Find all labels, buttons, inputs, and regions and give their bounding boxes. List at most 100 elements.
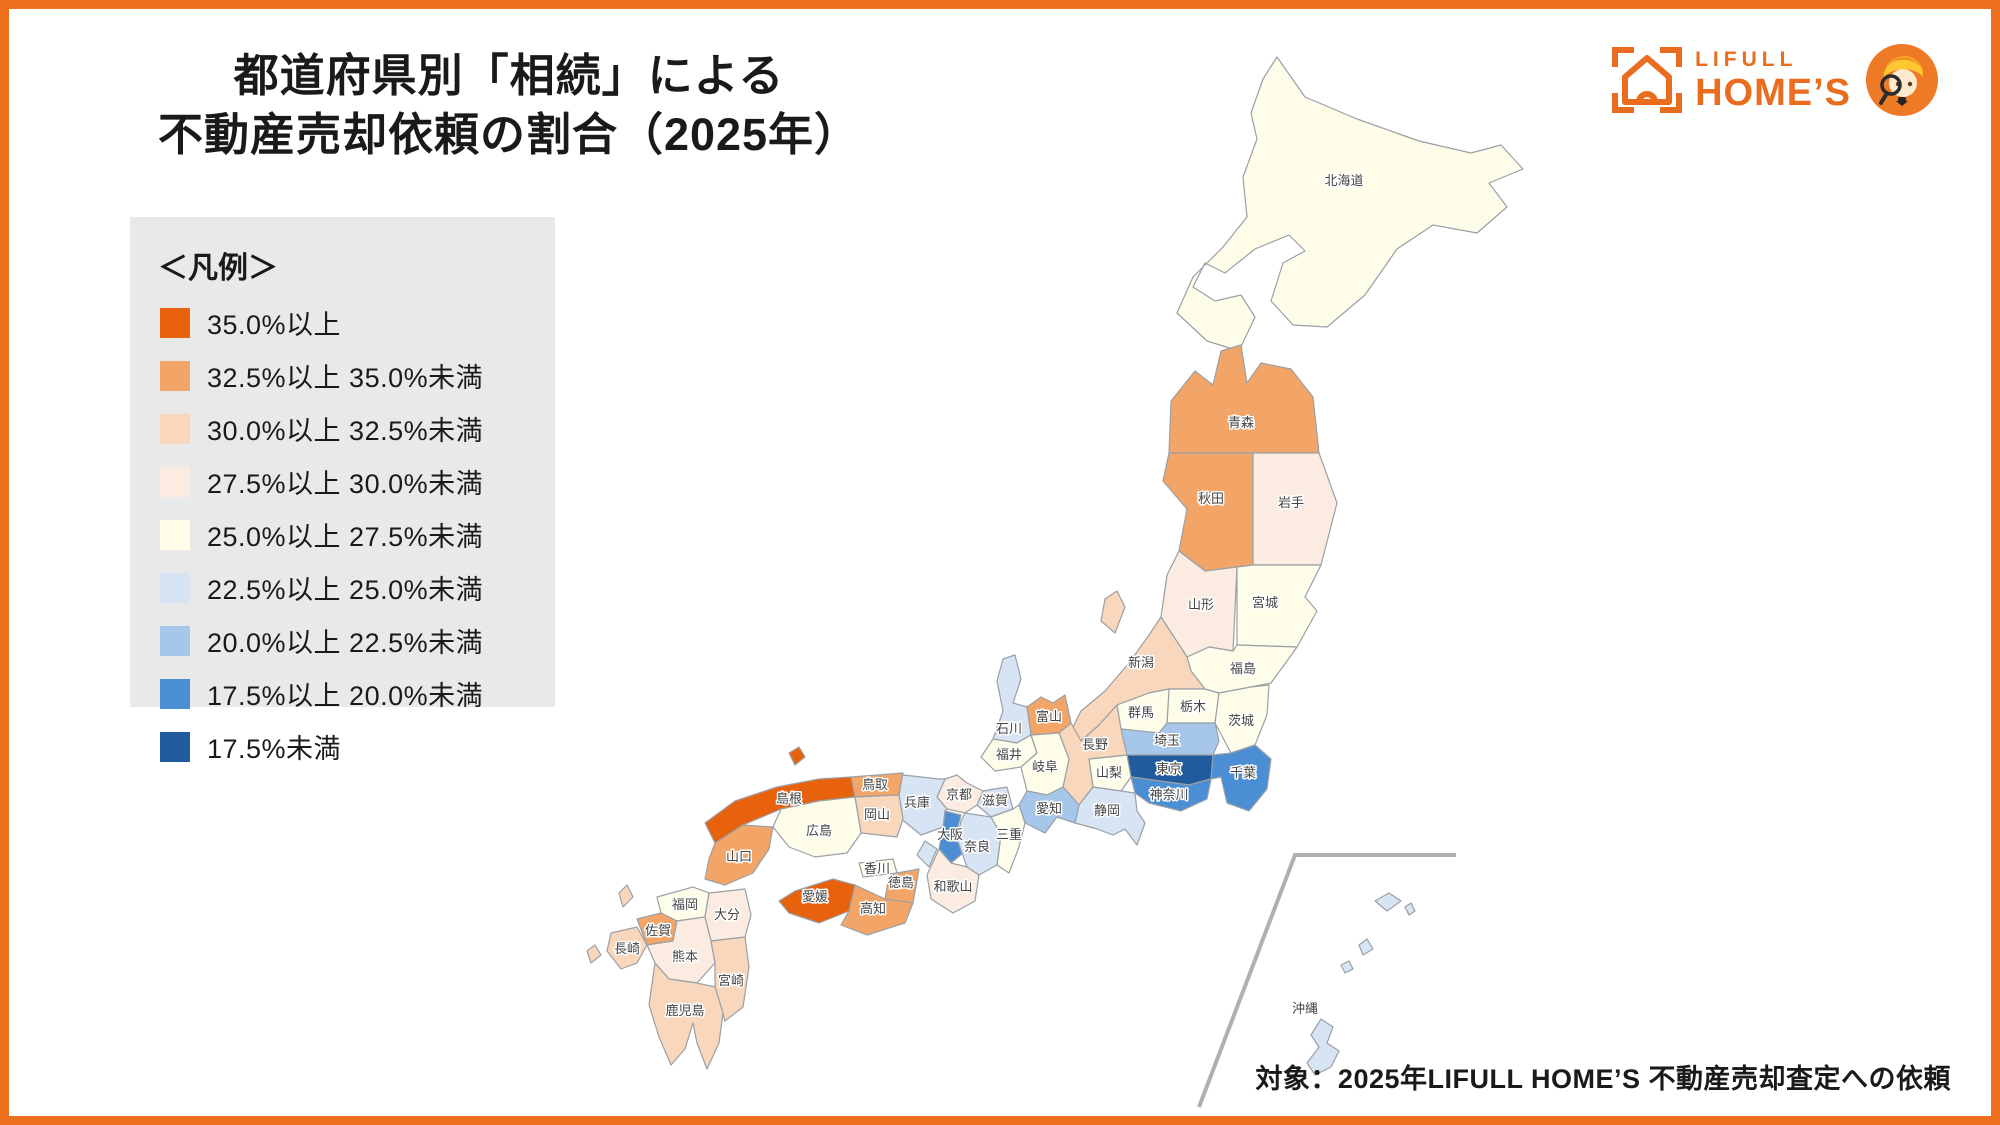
prefecture-label: 栃木 (1180, 699, 1206, 714)
prefecture-shape-wakayama (926, 848, 980, 914)
prefecture-shape-okinawa-islet2 (1340, 960, 1354, 974)
prefecture-label: 熊本 (672, 949, 698, 964)
legend-swatch (160, 466, 190, 497)
inset-divider-line (1197, 853, 1456, 1108)
legend-item: 20.0%以上 22.5%未満 (160, 621, 529, 660)
prefecture-label: 宮崎 (718, 973, 744, 988)
prefecture-shape-osaka (938, 810, 964, 864)
legend-swatch (160, 625, 190, 656)
legend-item: 17.5%以上 20.0%未満 (160, 674, 529, 713)
legend-item: 35.0%以上 (160, 303, 529, 342)
legend-label: 17.5%以上 20.0%未満 (207, 681, 484, 711)
legend-label: 32.5%以上 35.0%未満 (207, 363, 484, 393)
legend-swatch (160, 731, 190, 762)
prefecture-label: 山形 (1188, 597, 1214, 612)
prefecture-label: 福井 (996, 747, 1022, 762)
prefecture-label: 京都 (946, 787, 972, 802)
house-brackets-icon (1612, 47, 1683, 113)
prefecture-label: 三重 (996, 827, 1022, 842)
prefecture-label: 神奈川 (1149, 787, 1188, 802)
page-title: 都道府県別「相続」による 不動産売却依頼の割合（2025年） (104, 47, 914, 164)
prefecture-shape-okinawa-islet1 (1358, 938, 1374, 956)
prefecture-label: 滋賀 (982, 793, 1008, 808)
prefecture-shape-hiroshima (772, 796, 862, 858)
prefecture-label: 愛媛 (802, 889, 828, 904)
prefecture-label: 岐阜 (1032, 759, 1058, 774)
legend-label: 35.0%以上 (207, 310, 342, 340)
prefecture-shape-sado-island (1100, 590, 1126, 634)
prefecture-label: 茨城 (1228, 713, 1254, 728)
prefecture-label: 青森 (1228, 415, 1254, 430)
prefecture-shapes (586, 56, 1524, 1076)
prefecture-label: 香川 (864, 861, 890, 876)
prefecture-shape-kagoshima (648, 962, 724, 1070)
prefecture-shape-okinawa-amami1 (1374, 892, 1402, 912)
prefecture-label: 広島 (806, 823, 832, 838)
prefecture-shape-miyagi (1236, 564, 1322, 648)
prefecture-label: 愛知 (1036, 801, 1062, 816)
legend-item: 32.5%以上 35.0%未満 (160, 356, 529, 395)
legend-label: 30.0%以上 32.5%未満 (207, 416, 484, 446)
prefecture-label: 東京 (1156, 761, 1182, 776)
prefecture-label: 鹿児島 (665, 1003, 704, 1018)
prefecture-shape-shizuoka (1074, 786, 1146, 846)
prefecture-shape-ibaraki (1214, 684, 1270, 754)
prefecture-label: 石川 (996, 721, 1022, 736)
prefecture-label: 和歌山 (933, 879, 972, 894)
prefecture-shape-nagasaki (606, 926, 648, 970)
prefecture-shape-ehime (778, 878, 856, 924)
legend-swatch (160, 678, 190, 709)
prefecture-label: 高知 (860, 901, 886, 916)
prefecture-shape-iwate (1252, 452, 1338, 566)
prefecture-label: 北海道 (1324, 173, 1363, 188)
legend-item: 27.5%以上 30.0%未満 (160, 462, 529, 501)
prefecture-shape-hokkaido (1176, 56, 1524, 352)
prefecture-shape-aomori (1168, 344, 1320, 454)
prefecture-label: 佐賀 (645, 923, 671, 938)
prefecture-shape-oki-island (788, 746, 806, 766)
legend-item: 30.0%以上 32.5%未満 (160, 409, 529, 448)
prefecture-label: 大阪 (937, 827, 963, 842)
legend-swatch (160, 519, 190, 550)
legend-swatch (160, 413, 190, 444)
legend-label: 17.5%未満 (207, 734, 342, 764)
prefecture-label: 兵庫 (904, 795, 930, 810)
legend-label: 22.5%以上 25.0%未満 (207, 575, 484, 605)
prefecture-label: 島根 (776, 791, 802, 806)
prefecture-label: 徳島 (888, 875, 914, 890)
prefecture-label: 長崎 (614, 941, 640, 956)
prefecture-label: 大分 (714, 907, 740, 922)
prefecture-shape-yamaguchi (704, 824, 774, 886)
prefecture-label: 山梨 (1096, 765, 1122, 780)
prefecture-label: 千葉 (1230, 765, 1256, 780)
legend-label: 20.0%以上 22.5%未満 (207, 628, 484, 658)
page-title-line2: 不動産売却依頼の割合（2025年） (157, 108, 861, 160)
prefecture-label: 新潟 (1128, 655, 1154, 670)
prefecture-label: 富山 (1036, 709, 1062, 724)
prefecture-label: 長野 (1082, 737, 1108, 752)
prefecture-label: 岡山 (864, 807, 890, 822)
legend-item: 25.0%以上 27.5%未満 (160, 515, 529, 554)
legend-item: 17.5%未満 (160, 727, 529, 766)
prefecture-shape-awaji-island (916, 840, 938, 868)
prefecture-label: 福岡 (672, 897, 698, 912)
legend-heading: ＜凡例＞ (158, 252, 278, 285)
prefecture-label: 秋田 (1198, 491, 1224, 506)
prefecture-label: 沖縄 (1292, 1001, 1318, 1016)
brand-homes-text: HOME’S (1695, 71, 1851, 114)
legend-swatch (160, 307, 190, 338)
prefecture-label: 宮城 (1252, 595, 1278, 610)
brand-wordmark: LIFULL HOME’S (1695, 49, 1851, 112)
legend-label: 25.0%以上 27.5%未満 (207, 522, 484, 552)
page-title-line1: 都道府県別「相続」による (233, 50, 785, 101)
homes-kun-mascot-icon (1866, 44, 1938, 116)
legend-label: 27.5%以上 30.0%未満 (207, 469, 484, 499)
prefecture-label: 静岡 (1094, 803, 1120, 818)
source-footnote: 対象：2025年LIFULL HOME’S 不動産売却査定への依頼 (1255, 1064, 1951, 1094)
prefecture-label: 埼玉 (1154, 733, 1180, 748)
prefecture-label: 山口 (726, 849, 752, 864)
prefecture-shape-miyazaki (710, 936, 750, 1022)
prefecture-shape-goto-island (586, 944, 602, 964)
prefecture-shape-kochi (840, 884, 914, 936)
